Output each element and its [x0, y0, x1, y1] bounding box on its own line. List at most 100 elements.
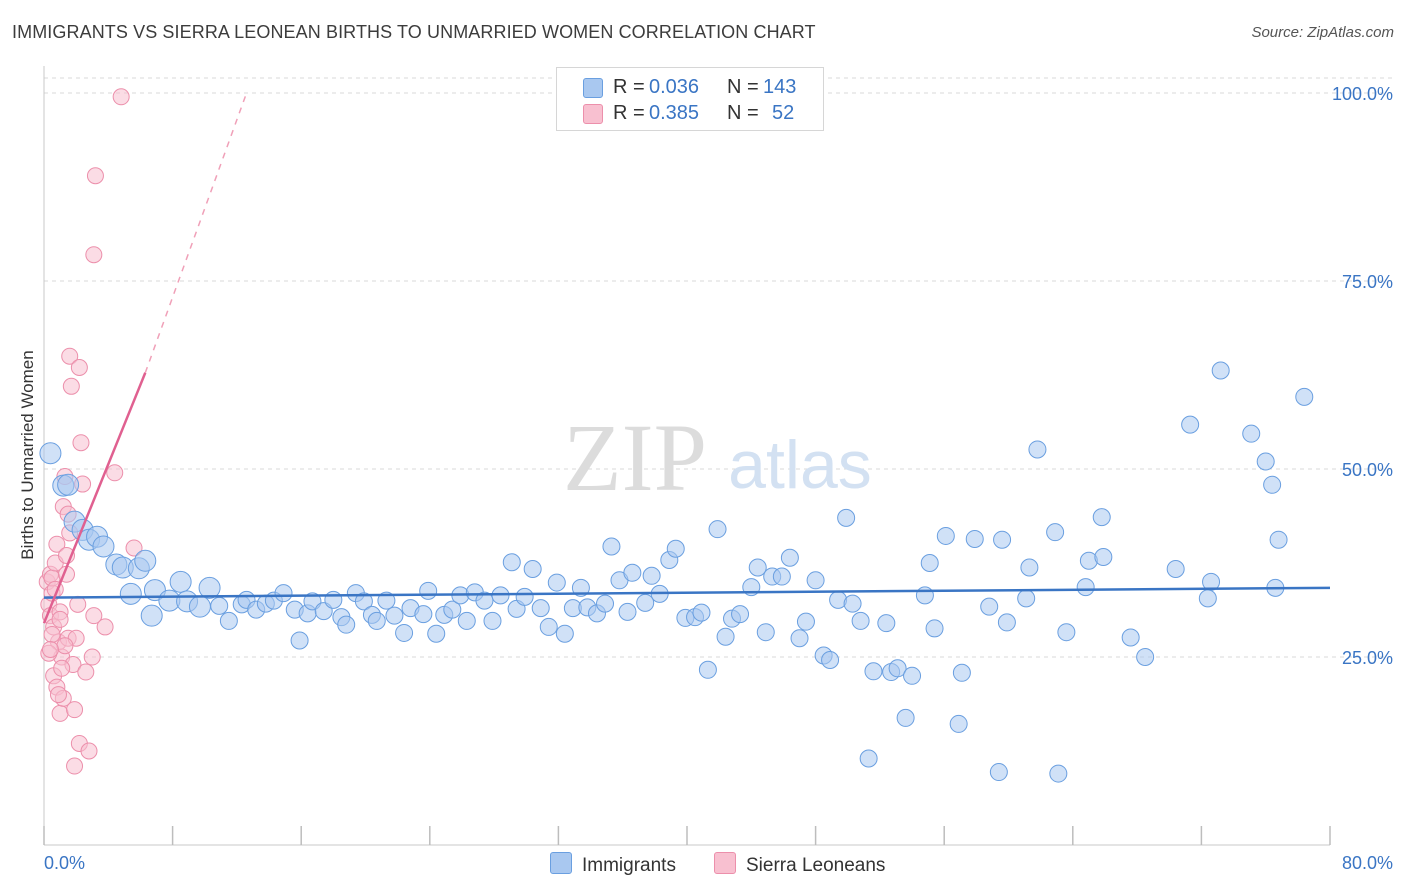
immigrants-point [1020, 558, 1039, 577]
sierra-leoneans-point [125, 539, 143, 557]
immigrants-point [936, 526, 955, 545]
immigrants-point [772, 567, 791, 586]
sierra-leoneans-point [86, 167, 104, 185]
sierra-leoneans-point [85, 607, 103, 625]
immigrants-point [821, 651, 840, 670]
bottom-legend-swatch-immigrants [550, 852, 572, 874]
x-tick-label: 0.0% [44, 853, 85, 873]
immigrants-point [623, 563, 642, 582]
immigrants-point [952, 663, 971, 682]
immigrants-point [1263, 475, 1282, 494]
immigrants-point [602, 537, 621, 556]
sierra-leoneans-trend-extension [144, 92, 248, 374]
immigrants-point [642, 566, 661, 585]
immigrants-point [920, 554, 939, 573]
immigrants-point [1076, 578, 1095, 597]
immigrants-point [888, 659, 907, 678]
immigrants-point [837, 508, 856, 527]
immigrants-point [997, 613, 1016, 632]
immigrants-point [140, 604, 163, 627]
immigrants-point [859, 749, 878, 768]
sierra-leoneans-point [80, 742, 98, 760]
immigrants-point [1028, 440, 1047, 459]
legend-r-value: 0.036 [649, 76, 700, 98]
immigrants-point [790, 629, 809, 648]
sierra-leoneans-point [77, 663, 95, 681]
sierra-leoneans-point [48, 535, 66, 553]
immigrants-point [636, 593, 655, 612]
watermark-zip: ZIP [563, 404, 707, 511]
immigrants-point [903, 666, 922, 685]
sierra-leoneans-point [53, 659, 71, 677]
sierra-leoneans-point [49, 686, 67, 704]
immigrants-point [1269, 530, 1288, 549]
immigrants-point [915, 586, 934, 605]
immigrants-point [571, 578, 590, 597]
sierra-leoneans-point [61, 347, 79, 365]
immigrants-point [756, 623, 775, 642]
immigrants-point [547, 573, 566, 592]
immigrants-point [864, 662, 883, 681]
immigrants-point [134, 549, 157, 572]
immigrants-point [698, 660, 717, 679]
immigrants-point [219, 611, 238, 630]
immigrants-point [188, 595, 211, 618]
legend-n-label: N = [727, 102, 759, 124]
sierra-leoneans-point [83, 648, 101, 666]
immigrants-point [780, 548, 799, 567]
immigrants-point [324, 590, 343, 609]
immigrants-point [377, 591, 396, 610]
immigrants-point [539, 617, 558, 636]
y-tick-label: 75.0% [1342, 272, 1393, 292]
immigrants-point [1049, 764, 1068, 783]
sierra-leoneans-point [43, 625, 61, 643]
legend-r-label: R = [613, 76, 645, 98]
legend-r-label: R = [613, 102, 645, 124]
sierra-leoneans-point [112, 88, 130, 106]
immigrants-point [502, 553, 521, 572]
legend-n-value: 52 [772, 102, 795, 124]
immigrants-point [515, 587, 534, 606]
immigrants-point [806, 571, 825, 590]
immigrants-point [965, 529, 984, 548]
immigrants-point [523, 560, 542, 579]
chart-title: IMMIGRANTS VS SIERRA LEONEAN BIRTHS TO U… [12, 22, 816, 42]
sierra-leoneans-point [66, 757, 84, 775]
immigrants-point [1202, 572, 1221, 591]
immigrants-point [716, 627, 735, 646]
immigrants-point [210, 596, 229, 615]
bottom-legend-sierra-leoneans: Sierra Leoneans [714, 852, 885, 877]
legend-box: R = 0.036 N = 143 R = 0.385 N = 52 [556, 67, 824, 131]
immigrants-point [354, 592, 373, 611]
sierra-leoneans-point [62, 377, 80, 395]
immigrants-points [39, 361, 1314, 783]
sierra-leoneans-point [41, 640, 59, 658]
immigrants-point [980, 597, 999, 616]
sierra-leoneans-point [72, 434, 90, 452]
immigrants-point [57, 473, 80, 496]
immigrants-point [39, 442, 62, 465]
immigrants-point [993, 530, 1012, 549]
immigrants-point [1198, 589, 1217, 608]
immigrants-point [119, 582, 142, 605]
immigrants-point [92, 535, 115, 558]
source-label: Source: ZipAtlas.com [1251, 24, 1394, 41]
y-tick-label: 25.0% [1342, 648, 1393, 668]
immigrants-trend-line [43, 586, 1331, 599]
immigrants-point [1181, 415, 1200, 434]
sierra-leoneans-point [51, 704, 69, 722]
immigrants-point [475, 591, 494, 610]
immigrants-point [419, 581, 438, 600]
immigrants-point [385, 606, 404, 625]
sierra-leoneans-points [38, 88, 143, 775]
legend-swatch-sierra-leoneans [583, 104, 603, 124]
bottom-legend-label-immigrants: Immigrants [582, 855, 676, 876]
sierra-leoneans-point [85, 246, 103, 264]
legend-swatch-immigrants [583, 78, 603, 98]
immigrants-point [1166, 560, 1185, 579]
y-tick-label: 50.0% [1342, 460, 1393, 480]
immigrants-point [666, 539, 685, 558]
watermark: ZIP atlas [563, 404, 872, 511]
sierra-leoneans-point [56, 637, 74, 655]
sierra-leoneans-point [69, 595, 87, 613]
